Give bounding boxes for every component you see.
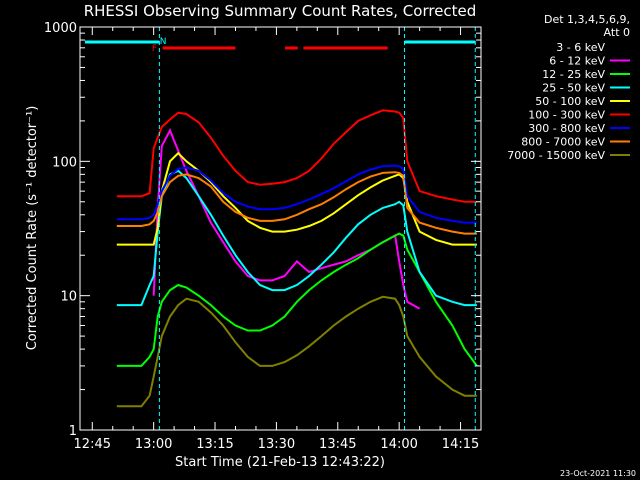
legend-label-1: 6 - 12 keV bbox=[549, 55, 605, 68]
series-line-7 bbox=[116, 171, 477, 235]
y-tick-label-3: 1000 bbox=[44, 21, 77, 36]
footer-timestamp: 23-Oct-2021 11:30 bbox=[560, 469, 636, 478]
legend-label-8: 7000 - 15000 keV bbox=[507, 149, 605, 162]
x-tick-label-1: 13:00 bbox=[135, 437, 172, 452]
x-tick-label-6: 14:15 bbox=[442, 437, 479, 452]
series-line-0 bbox=[152, 143, 421, 350]
x-tick-label-0: 12:45 bbox=[74, 437, 111, 452]
x-axis-label: Start Time (21-Feb-13 12:43:22) bbox=[175, 455, 385, 470]
y-axis-label: Corrected Count Rate (s⁻¹ detector⁻¹) bbox=[25, 106, 40, 351]
x-tick-label-4: 13:45 bbox=[319, 437, 356, 452]
y-tick-label-2: 100 bbox=[52, 155, 77, 170]
flag-n: N bbox=[160, 37, 167, 47]
plot-frame bbox=[79, 26, 482, 431]
flag-f: F bbox=[152, 44, 157, 54]
legend-label-6: 300 - 800 keV bbox=[528, 122, 605, 135]
chart-title: RHESSI Observing Summary Count Rates, Co… bbox=[84, 2, 477, 20]
x-tick-label-3: 13:30 bbox=[258, 437, 295, 452]
axis-layer: 12:45 13:00 13:15 13:30 13:45 14:00 14:15 1 10 10… bbox=[44, 21, 482, 452]
legend-label-3: 25 - 50 keV bbox=[542, 82, 605, 95]
legend-label-7: 800 - 7000 keV bbox=[521, 136, 605, 149]
legend-header-1: Att 0 bbox=[604, 26, 630, 39]
x-tick-label-5: 14:00 bbox=[380, 437, 417, 452]
legend-header-0: Det 1,3,4,5,6,9, bbox=[544, 13, 630, 26]
y-tick-label-1: 10 bbox=[60, 290, 77, 305]
y-tick-label-0: 1 bbox=[69, 424, 77, 439]
legend-label-2: 12 - 25 keV bbox=[542, 68, 605, 81]
legend-label-0: 3 - 6 keV bbox=[556, 41, 605, 54]
marker-layer: FN bbox=[84, 27, 476, 430]
legend-label-5: 100 - 300 keV bbox=[528, 109, 605, 122]
legend-label-4: 50 - 100 keV bbox=[535, 95, 605, 108]
x-tick-label-2: 13:15 bbox=[196, 437, 233, 452]
